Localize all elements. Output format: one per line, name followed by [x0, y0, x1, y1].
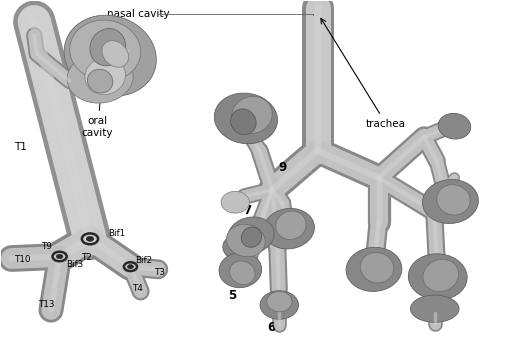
Text: trachea: trachea [321, 18, 406, 129]
Ellipse shape [346, 247, 402, 291]
Text: 3: 3 [441, 299, 449, 312]
Ellipse shape [408, 254, 467, 300]
Text: T13: T13 [38, 301, 55, 310]
Ellipse shape [227, 224, 265, 257]
Ellipse shape [267, 291, 292, 312]
Text: 4: 4 [466, 200, 474, 213]
Ellipse shape [219, 252, 262, 288]
Text: 6: 6 [267, 320, 275, 333]
Ellipse shape [230, 261, 255, 285]
Text: Bif3: Bif3 [66, 260, 83, 269]
Ellipse shape [88, 69, 113, 93]
Ellipse shape [264, 208, 315, 249]
Ellipse shape [221, 192, 249, 213]
Ellipse shape [241, 227, 262, 247]
Text: nasal cavity: nasal cavity [107, 9, 169, 43]
Text: 7: 7 [243, 203, 251, 216]
Circle shape [56, 254, 63, 259]
Text: 5: 5 [228, 289, 236, 302]
Ellipse shape [437, 185, 470, 215]
Text: 2: 2 [361, 254, 369, 267]
Ellipse shape [422, 180, 478, 224]
Text: T2: T2 [80, 253, 92, 262]
Circle shape [128, 265, 133, 269]
Ellipse shape [85, 57, 126, 95]
Text: 10: 10 [283, 209, 299, 222]
Ellipse shape [438, 114, 471, 139]
Text: Bif1: Bif1 [108, 229, 125, 238]
Circle shape [87, 236, 94, 241]
Ellipse shape [232, 96, 272, 134]
Text: Bif2: Bif2 [135, 256, 153, 265]
Ellipse shape [410, 295, 459, 322]
Ellipse shape [67, 52, 133, 103]
Ellipse shape [90, 29, 126, 66]
Ellipse shape [228, 217, 274, 254]
Ellipse shape [260, 291, 299, 319]
Ellipse shape [423, 259, 459, 292]
Ellipse shape [360, 252, 394, 283]
Text: 1: 1 [444, 120, 452, 133]
Ellipse shape [64, 15, 156, 96]
Text: oral
cavity: oral cavity [82, 81, 114, 138]
Ellipse shape [102, 41, 129, 67]
Ellipse shape [231, 109, 256, 135]
Text: T10: T10 [14, 255, 31, 264]
Ellipse shape [214, 93, 277, 144]
Text: 8: 8 [229, 265, 237, 278]
Text: 9: 9 [278, 161, 287, 174]
Text: T9: T9 [41, 242, 52, 251]
Ellipse shape [70, 20, 140, 81]
Text: T1: T1 [14, 142, 27, 152]
Ellipse shape [223, 236, 254, 261]
Ellipse shape [276, 211, 306, 239]
Text: T3: T3 [154, 267, 165, 277]
Text: T4: T4 [132, 284, 143, 292]
